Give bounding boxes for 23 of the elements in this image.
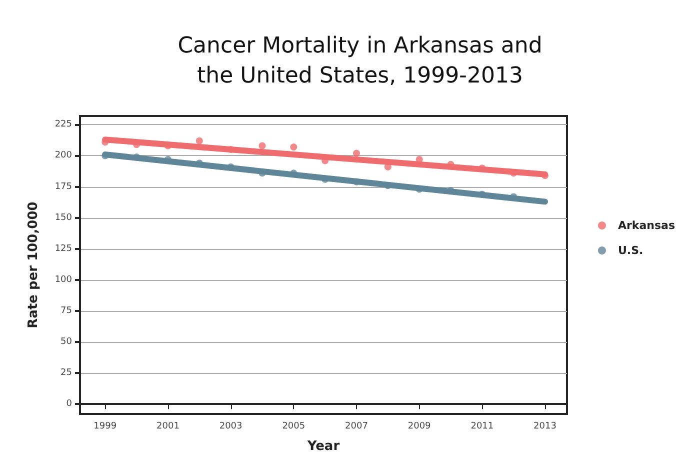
y-axis-title: Rate per 100,000 [26,202,41,328]
x-tick-label: 2013 [534,422,556,432]
legend-label: U.S. [618,244,644,257]
x-tick-label: 2011 [470,422,494,432]
chart-title: Cancer Mortality in Arkansas and the United States, 1999-2013 [178,34,542,88]
x-tick-label: 1999 [94,422,117,432]
y-tick-label: 75 [60,306,72,316]
x-tick-label: 2005 [282,422,306,432]
y-tick-label: 50 [60,336,72,347]
x-tick-label: 2001 [156,422,180,432]
y-tick-label: 175 [54,182,72,192]
y-tick-label: 225 [54,120,72,130]
y-tick-label: 150 [54,212,72,223]
y-tick-label: 200 [54,150,72,161]
y-tick-label: 125 [54,244,72,254]
legend-label: Arkansas [618,219,676,232]
y-tick-label: 100 [54,274,72,285]
y-tick-label: 0 [66,399,72,410]
y-tick-label: 25 [60,368,72,378]
x-tick-label: 2009 [408,422,432,432]
x-tick-label: 2003 [219,422,242,432]
x-axis-title: Year [306,439,340,454]
x-tick-label: 2007 [345,422,368,432]
